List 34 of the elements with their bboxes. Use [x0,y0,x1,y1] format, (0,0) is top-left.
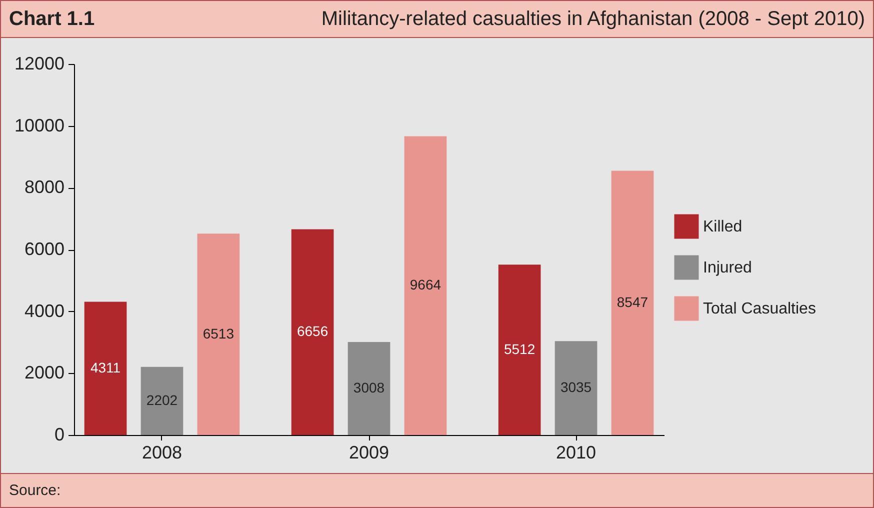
x-tick-label: 2008 [142,442,182,462]
bar [348,342,390,435]
data-label: 6513 [202,325,234,342]
chart-subtitle: Militancy-related casualties in Afghanistan (2008 - Sept 2010) [321,8,865,30]
y-tick-label: 0 [54,424,64,444]
data-label: 9664 [410,276,442,293]
bar [197,234,240,435]
bar [611,170,654,435]
y-tick-label: 2000 [24,362,64,383]
data-label: 3008 [353,380,385,396]
source-note: Source: [1,473,873,507]
data-label: 8547 [616,294,648,310]
bar [498,264,541,435]
data-label: 3035 [560,379,592,396]
bar [404,136,447,435]
data-label: 4311 [90,359,121,376]
legend-label: Killed [703,218,742,236]
bar [554,341,598,435]
data-label: 2202 [146,392,178,408]
legend-label: Injured [703,260,752,276]
data-label: 5512 [504,340,536,357]
y-tick-label: 6000 [24,239,64,259]
data-label: 6656 [296,323,328,340]
x-tick-label: 2009 [348,442,390,462]
bar [291,229,334,435]
bar [84,302,127,435]
y-tick-label: 8000 [24,177,64,198]
legend-label: Total Casualties [703,300,816,318]
y-tick-label: 4000 [24,300,64,321]
chart-title: Chart 1.1 [9,8,95,30]
bar [140,366,184,435]
y-tick-label: 12000 [14,54,64,74]
x-tick-label: 2010 [556,442,596,462]
y-tick-label: 10000 [14,115,64,136]
